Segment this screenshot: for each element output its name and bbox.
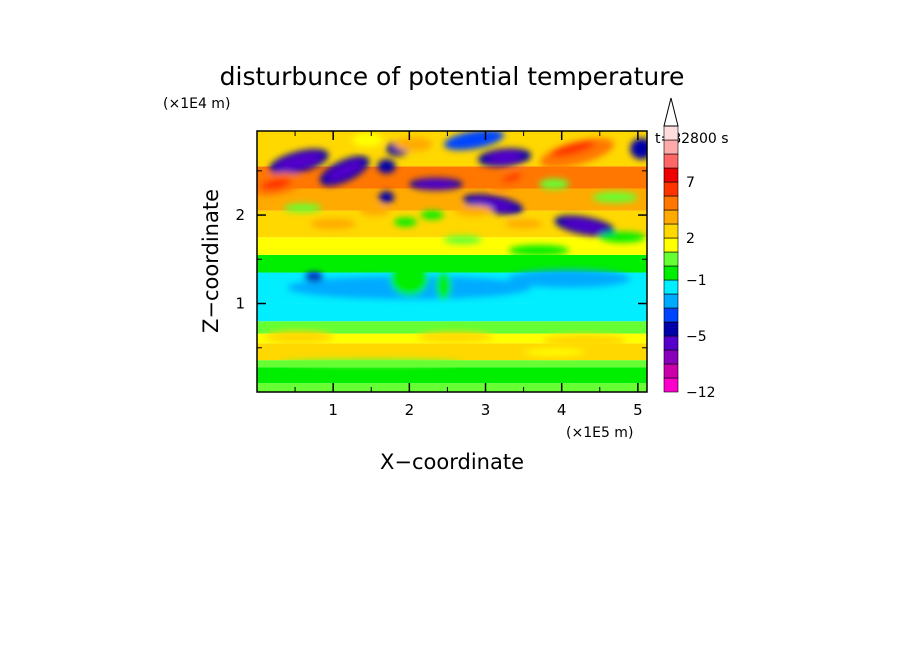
field-anomaly bbox=[523, 348, 585, 356]
colorbar-segment bbox=[663, 195, 679, 211]
field-anomaly bbox=[279, 359, 463, 367]
field-anomaly bbox=[444, 131, 505, 151]
field-band bbox=[257, 321, 647, 334]
field-anomaly bbox=[538, 178, 570, 190]
x-tick-label: 3 bbox=[481, 401, 491, 419]
field-anomaly bbox=[377, 159, 396, 174]
x-axis-title: X−coordinate bbox=[380, 450, 524, 474]
colorbar-label: 2 bbox=[686, 231, 695, 247]
field-anomaly bbox=[394, 217, 417, 227]
field-anomaly bbox=[310, 218, 357, 230]
field-anomaly bbox=[436, 272, 452, 300]
y-axis-title: Z−coordinate bbox=[199, 189, 223, 333]
heatmap-field bbox=[257, 131, 647, 392]
y-tick-label: 2 bbox=[235, 206, 245, 224]
colorbar-segment bbox=[663, 377, 679, 393]
colorbar-extend-arrow bbox=[663, 97, 679, 127]
field-band bbox=[257, 303, 647, 322]
field-anomaly bbox=[352, 132, 383, 147]
field-anomaly bbox=[455, 205, 494, 216]
colorbar-segment bbox=[663, 209, 679, 225]
field-anomaly bbox=[378, 191, 395, 204]
colorbar-segment bbox=[663, 335, 679, 351]
field-anomaly bbox=[508, 269, 631, 288]
y-axis: 12 bbox=[235, 170, 647, 349]
field-anomaly bbox=[276, 153, 322, 171]
field-band bbox=[257, 383, 647, 392]
x-tick-label: 4 bbox=[557, 401, 567, 419]
x-tick-label: 1 bbox=[328, 401, 338, 419]
field-anomaly bbox=[394, 137, 433, 152]
colorbar-label: 7 bbox=[686, 175, 695, 191]
x-axis: 1 2 3 4 5 bbox=[294, 131, 643, 419]
field-band bbox=[257, 188, 647, 211]
y-tick-label: 1 bbox=[235, 295, 245, 313]
field-anomaly bbox=[592, 192, 638, 203]
field-anomaly bbox=[599, 231, 646, 243]
colorbar-segment bbox=[663, 181, 679, 197]
x-unit-label: (×1E5 m) bbox=[566, 425, 633, 441]
y-unit-label: (×1E4 m) bbox=[163, 96, 230, 112]
field-band bbox=[257, 254, 647, 273]
colorbar-label: −5 bbox=[686, 329, 707, 345]
field-band bbox=[257, 367, 647, 384]
colorbar-segment bbox=[663, 251, 679, 267]
field-anomaly bbox=[563, 219, 606, 232]
field-anomaly bbox=[542, 334, 627, 347]
colorbar-segment bbox=[663, 307, 679, 323]
colorbar: −12−5−127 bbox=[663, 97, 716, 401]
colorbar-segment bbox=[663, 293, 679, 309]
colorbar-segment bbox=[663, 265, 679, 281]
colorbar-segment bbox=[663, 279, 679, 295]
field-anomaly bbox=[390, 263, 429, 296]
chart-title: disturbunce of potential temperature bbox=[220, 62, 685, 91]
field-anomaly bbox=[508, 245, 570, 256]
x-tick-label: 5 bbox=[633, 401, 643, 419]
field-anomaly bbox=[283, 203, 322, 213]
field-anomaly bbox=[327, 161, 363, 181]
colorbar-segment bbox=[663, 237, 679, 253]
colorbar-label: −1 bbox=[686, 273, 707, 289]
field-anomaly bbox=[504, 219, 543, 229]
x-tick-label: 2 bbox=[405, 401, 415, 419]
field-anomaly bbox=[443, 235, 482, 245]
field-anomaly bbox=[420, 210, 444, 220]
colorbar-segment bbox=[663, 125, 679, 141]
colorbar-segment bbox=[663, 321, 679, 337]
plot-frame bbox=[256, 130, 648, 393]
colorbar-label: −12 bbox=[686, 385, 716, 401]
colorbar-segment bbox=[663, 139, 679, 155]
colorbar-segment bbox=[663, 167, 679, 183]
field-anomaly bbox=[304, 272, 324, 282]
field-anomaly bbox=[359, 205, 391, 216]
colorbar-segment bbox=[663, 153, 679, 169]
field-band bbox=[257, 343, 647, 361]
field-anomaly bbox=[264, 330, 334, 344]
field-anomaly bbox=[487, 152, 522, 164]
field-anomaly bbox=[502, 172, 523, 183]
colorbar-segment bbox=[663, 363, 679, 379]
field-anomaly bbox=[550, 140, 596, 157]
colorbar-segment bbox=[663, 223, 679, 239]
colorbar-segment bbox=[663, 349, 679, 365]
field-anomaly bbox=[630, 138, 647, 160]
field-anomaly bbox=[261, 178, 292, 190]
field-anomaly bbox=[416, 331, 494, 343]
field-anomaly bbox=[416, 180, 456, 188]
field-anomaly bbox=[472, 198, 515, 211]
